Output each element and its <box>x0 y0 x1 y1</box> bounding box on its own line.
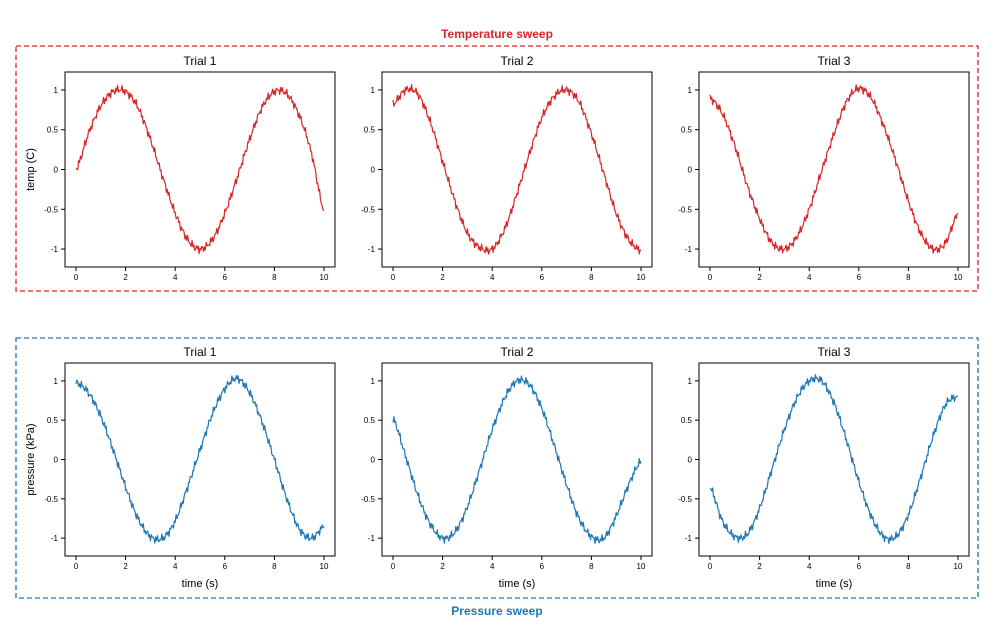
y-tick-label: 0 <box>688 166 693 175</box>
x-tick-label: 4 <box>173 562 178 571</box>
y-tick-label: -0.5 <box>678 205 692 214</box>
x-tick-label: 10 <box>320 562 329 571</box>
y-tick-label: 0.5 <box>364 416 376 425</box>
panel-6: Trial 3 0 2 4 6 8 10 -1 -0.5 0 0.5 1 time (s) <box>678 345 970 590</box>
x-tick-label: 4 <box>807 562 812 571</box>
x-tick-label: 8 <box>589 562 594 571</box>
pressure-group-frame <box>15 337 979 599</box>
y-tick-label: 0 <box>371 456 376 465</box>
x-tick-label: 2 <box>757 562 762 571</box>
x-tick-label: 8 <box>272 273 277 282</box>
series-line <box>392 84 642 255</box>
temperature-group-frame <box>15 45 979 292</box>
panel-4: Trial 1 0 2 4 6 8 10 -1 -0.5 0 0.5 1 time (s) pressur… <box>25 345 336 590</box>
y-tick-label: 1 <box>688 377 693 386</box>
y-tick-label: 1 <box>54 377 59 386</box>
y-tick-label: 0.5 <box>681 416 693 425</box>
x-tick-label: 0 <box>74 273 79 282</box>
x-tick-label: 6 <box>223 562 228 571</box>
y-tick-label: -0.5 <box>678 495 692 504</box>
x-tick-label: 0 <box>391 562 396 571</box>
panel-1: Trial 1 0 2 4 6 8 10 -1 -0.5 0 0.5 1 temp (C) <box>25 54 336 282</box>
series-line <box>75 375 325 544</box>
y-tick-label: 1 <box>54 86 59 95</box>
x-tick-label: 6 <box>857 562 862 571</box>
x-tick-label: 2 <box>123 273 128 282</box>
panel-title: Trial 3 <box>818 54 851 68</box>
y-tick-label: 0 <box>54 166 59 175</box>
x-tick-label: 10 <box>637 273 646 282</box>
x-tick-label: 6 <box>857 273 862 282</box>
panel-title: Trial 3 <box>818 345 851 359</box>
y-tick-label: 1 <box>371 86 376 95</box>
y-tick-label: 0 <box>688 456 693 465</box>
x-tick-label: 4 <box>490 273 495 282</box>
x-tick-label: 0 <box>708 562 713 571</box>
y-axis-label: temp (C) <box>25 148 37 191</box>
x-tick-label: 6 <box>540 273 545 282</box>
x-tick-label: 2 <box>440 273 445 282</box>
x-axis-label: time (s) <box>499 578 536 590</box>
panel-3: Trial 3 0 2 4 6 8 10 -1 -0.5 0 0.5 1 <box>678 54 970 282</box>
y-tick-label: -0.5 <box>361 205 375 214</box>
y-tick-label: -0.5 <box>361 495 375 504</box>
x-axis-label: time (s) <box>182 578 219 590</box>
panel-title: Trial 1 <box>184 345 217 359</box>
y-tick-label: 1 <box>371 377 376 386</box>
x-tick-label: 2 <box>757 273 762 282</box>
x-tick-label: 8 <box>272 562 277 571</box>
series-line <box>75 85 325 255</box>
x-tick-label: 6 <box>223 273 228 282</box>
x-tick-label: 10 <box>637 562 646 571</box>
x-tick-label: 0 <box>391 273 396 282</box>
y-tick-label: -1 <box>685 245 693 254</box>
temperature-group-title: Temperature sweep <box>441 27 553 41</box>
y-tick-label: 1 <box>688 86 693 95</box>
x-tick-label: 0 <box>708 273 713 282</box>
pressure-group-title: Pressure sweep <box>451 604 542 618</box>
y-tick-label: 0.5 <box>47 126 59 135</box>
y-axis-label: pressure (kPa) <box>25 423 37 495</box>
y-tick-label: -1 <box>51 534 59 543</box>
x-tick-label: 2 <box>440 562 445 571</box>
x-tick-label: 10 <box>954 562 963 571</box>
y-tick-label: 0 <box>54 456 59 465</box>
panel-title: Trial 1 <box>184 54 217 68</box>
x-axis-label: time (s) <box>816 578 853 590</box>
y-tick-label: 0.5 <box>681 126 693 135</box>
x-tick-label: 8 <box>906 273 911 282</box>
y-tick-label: -1 <box>368 534 376 543</box>
panel-title: Trial 2 <box>501 54 534 68</box>
panel-title: Trial 2 <box>501 345 534 359</box>
y-tick-label: -1 <box>368 245 376 254</box>
x-tick-label: 10 <box>954 273 963 282</box>
x-tick-label: 10 <box>320 273 329 282</box>
y-tick-label: -0.5 <box>44 205 58 214</box>
x-tick-label: 4 <box>490 562 495 571</box>
x-tick-label: 4 <box>173 273 178 282</box>
series-line <box>709 84 959 254</box>
panel-2: Trial 2 0 2 4 6 8 10 -1 -0.5 0 0.5 1 <box>361 54 653 282</box>
panel-5: Trial 2 0 2 4 6 8 10 -1 -0.5 0 0.5 1 time (s) <box>361 345 653 590</box>
y-tick-label: -1 <box>51 245 59 254</box>
x-tick-label: 8 <box>906 562 911 571</box>
x-tick-label: 8 <box>589 273 594 282</box>
x-tick-label: 0 <box>74 562 79 571</box>
y-tick-label: 0 <box>371 166 376 175</box>
y-tick-label: 0.5 <box>364 126 376 135</box>
x-tick-label: 4 <box>807 273 812 282</box>
y-tick-label: 0.5 <box>47 416 59 425</box>
x-tick-label: 6 <box>540 562 545 571</box>
series-line <box>709 374 959 545</box>
y-tick-label: -0.5 <box>44 495 58 504</box>
y-tick-label: -1 <box>685 534 693 543</box>
x-tick-label: 2 <box>123 562 128 571</box>
series-line <box>392 375 642 544</box>
